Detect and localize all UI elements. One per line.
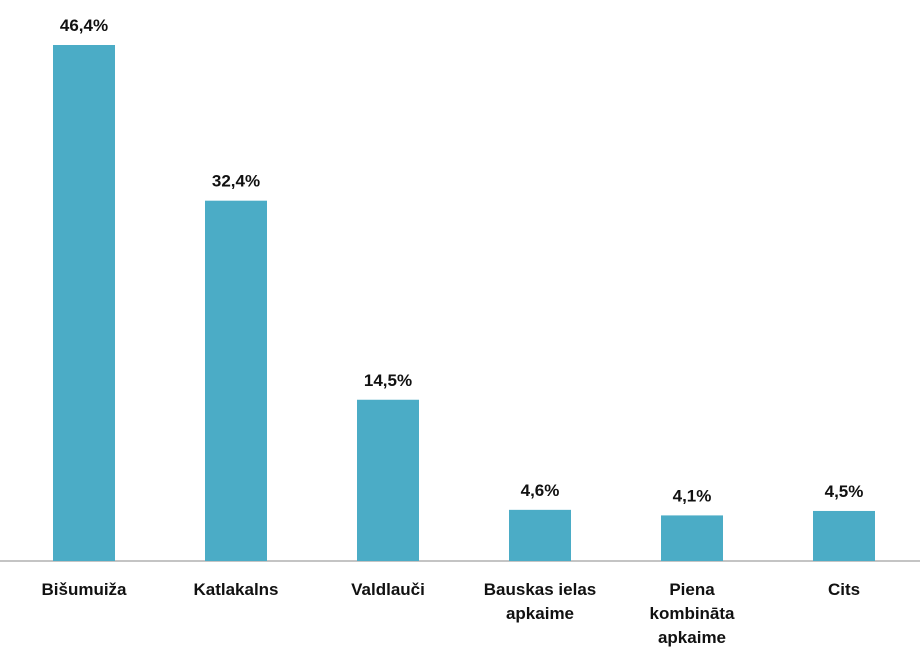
bar — [813, 510, 875, 561]
data-label: 32,4% — [212, 172, 260, 191]
bar — [509, 509, 571, 561]
x-tick-label: Bauskas ielas apkaime — [483, 580, 597, 623]
x-tick-label: Bišumuiža — [41, 580, 127, 599]
bar — [205, 200, 267, 562]
x-tick-label: Cits — [827, 580, 861, 599]
data-label: 14,5% — [364, 371, 412, 390]
data-label: 4,5% — [825, 482, 864, 501]
x-tick-label: Valdlauči — [351, 580, 425, 599]
data-label: 4,1% — [673, 486, 712, 505]
data-label: 46,4% — [60, 16, 108, 35]
data-label: 4,6% — [521, 481, 560, 500]
bar — [357, 399, 419, 561]
bar — [661, 515, 723, 561]
x-tick-label: Piena kombināta apkaime — [649, 580, 735, 647]
bar — [53, 45, 115, 561]
x-tick-label: Katlakalns — [193, 580, 279, 599]
